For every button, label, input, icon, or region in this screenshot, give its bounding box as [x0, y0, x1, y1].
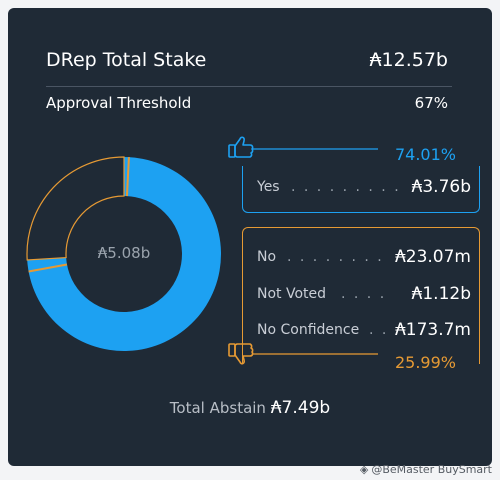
watermark-text: @BeMaster BuySmart — [371, 463, 492, 476]
yes-box: Yes . . . . . . . . . . . . . . . ₳3.76b — [242, 166, 480, 213]
watermark: ◈ @BeMaster BuySmart — [360, 463, 492, 476]
threshold-value: 67% — [414, 94, 448, 112]
no-row-dots: . . . . . . . . . . . . . — [287, 249, 383, 265]
no-box: No . . . . . . . . . . . . . ₳23.07m Not… — [242, 227, 480, 364]
no-percent: 25.99% — [390, 353, 460, 372]
watermark-logo-icon: ◈ — [359, 463, 369, 476]
stake-value: ₳12.57b — [369, 49, 448, 71]
stake-row: DRep Total Stake ₳12.57b — [46, 46, 448, 74]
abstain-label: Total Abstain — [169, 399, 266, 417]
donut-separator-1 — [28, 263, 68, 273]
donut-slice-0 — [27, 157, 222, 351]
yes-percent: 74.01% — [390, 145, 460, 164]
threshold-row: Approval Threshold 67% — [46, 92, 448, 114]
divider — [46, 86, 452, 87]
stake-label: DRep Total Stake — [46, 49, 207, 71]
thumbs-up-icon — [228, 136, 254, 158]
no-row-value: ₳23.07m — [394, 247, 471, 267]
total-abstain: Total Abstain ₳7.49b — [8, 398, 492, 418]
yes-label: Yes — [257, 179, 280, 195]
drep-stake-card: DRep Total Stake ₳12.57b Approval Thresh… — [8, 8, 492, 466]
abstain-value: ₳7.49b — [270, 398, 331, 418]
not-voted-label: Not Voted — [257, 286, 327, 302]
no-confidence-dots: . . — [369, 322, 389, 338]
donut-separator-0 — [125, 157, 130, 197]
donut-chart: ₳5.08b — [26, 136, 378, 365]
yes-dots: . . . . . . . . . . . . . . . — [291, 179, 401, 195]
no-confidence-value: ₳173.7m — [394, 320, 471, 340]
not-voted-dots: . . . . . . . — [341, 286, 393, 302]
no-row-label: No — [257, 249, 277, 265]
donut-center-label: ₳5.08b — [98, 244, 150, 262]
not-voted-value: ₳1.12b — [411, 284, 471, 304]
donut-slice-1 — [26, 156, 125, 261]
no-confidence-label: No Confidence — [257, 322, 360, 338]
yes-value: ₳3.76b — [411, 177, 471, 197]
threshold-label: Approval Threshold — [46, 94, 192, 112]
